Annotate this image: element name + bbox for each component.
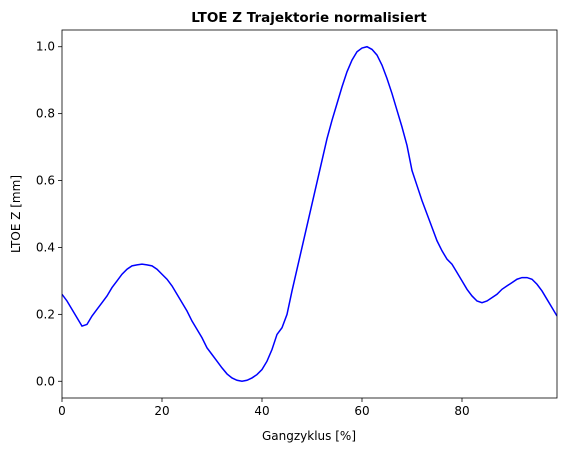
plot-frame <box>61 29 558 399</box>
y-tick-label: 0.8 <box>36 107 55 121</box>
x-tick-label: 80 <box>454 404 469 418</box>
y-tick-label: 0.2 <box>36 307 55 321</box>
data-line <box>62 45 557 383</box>
x-tick-label: 0 <box>58 404 66 418</box>
x-axis-label: Gangzyklus [%] <box>262 429 356 443</box>
y-tick-label: 0.0 <box>36 374 55 388</box>
y-tick-label: 1.0 <box>36 40 55 54</box>
y-tick-label: 0.6 <box>36 174 55 188</box>
chart-title: LTOE Z Trajektorie normalisiert <box>191 10 427 26</box>
y-axis-label: LTOE Z [mm] <box>9 175 23 253</box>
x-tick-label: 20 <box>154 404 169 418</box>
x-tick-label: 40 <box>254 404 269 418</box>
x-tick-label: 60 <box>354 404 369 418</box>
y-tick-label: 0.4 <box>36 240 55 254</box>
